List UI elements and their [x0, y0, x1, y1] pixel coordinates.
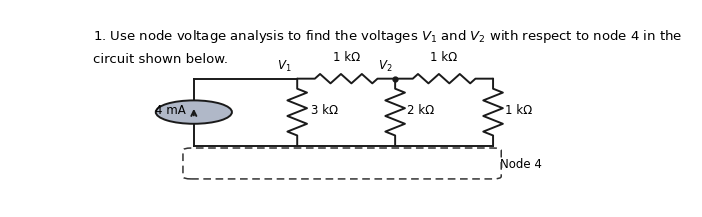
Text: 1 kΩ: 1 kΩ — [430, 51, 458, 64]
Text: $V_2$: $V_2$ — [378, 59, 392, 74]
Text: 2 kΩ: 2 kΩ — [407, 104, 435, 117]
Text: $V_1$: $V_1$ — [277, 59, 292, 74]
Text: 1 kΩ: 1 kΩ — [333, 51, 360, 64]
Circle shape — [156, 100, 232, 124]
Text: 1. Use node voltage analysis to find the voltages $V_1$ and $V_2$ with respect t: 1. Use node voltage analysis to find the… — [93, 28, 682, 45]
Text: 4 mA: 4 mA — [155, 104, 185, 117]
Text: 3 kΩ: 3 kΩ — [311, 104, 338, 117]
Text: Node 4: Node 4 — [500, 158, 541, 171]
Text: circuit shown below.: circuit shown below. — [93, 53, 228, 66]
Text: 1 kΩ: 1 kΩ — [505, 104, 532, 117]
